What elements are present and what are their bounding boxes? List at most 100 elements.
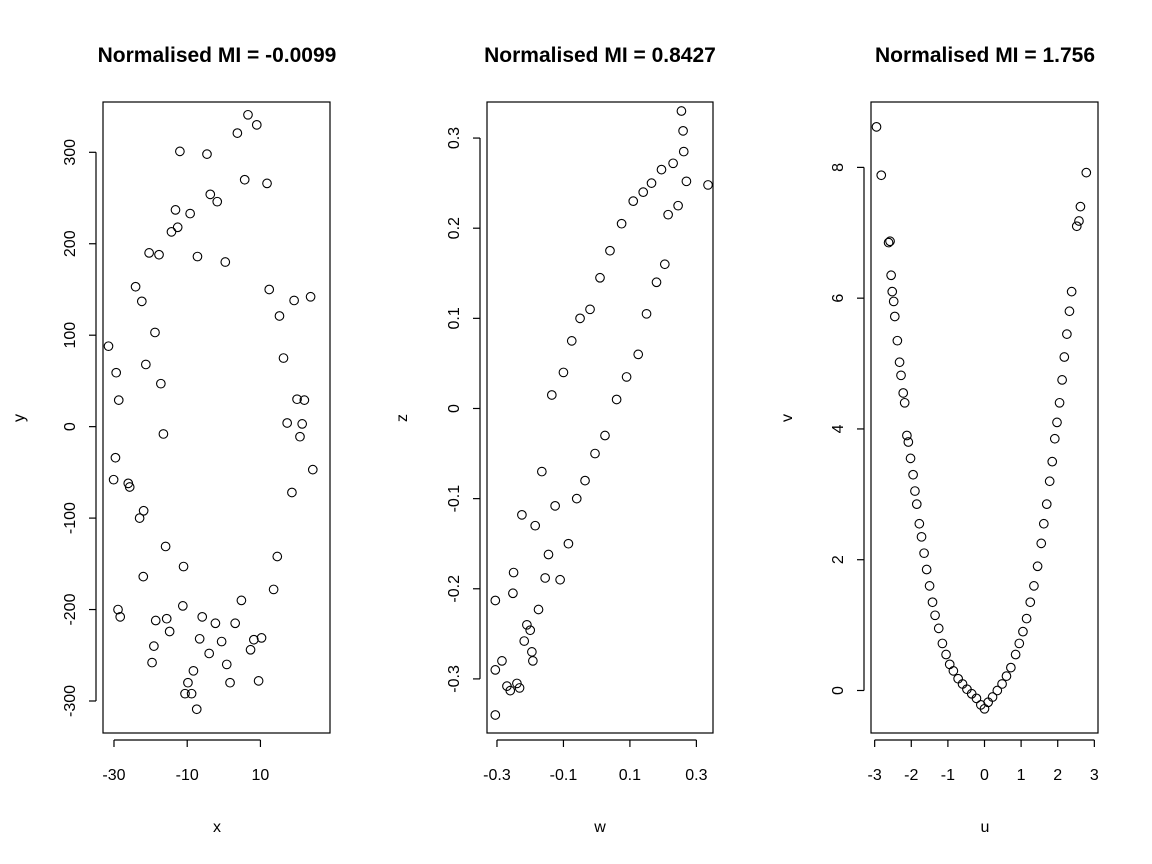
data-point [221,659,232,670]
data-point [919,548,929,559]
y-tick-label: 200 [62,230,79,257]
data-point [571,493,582,504]
data-point [876,170,887,181]
data-point [197,612,208,622]
y-tick-label: 8 [830,163,847,172]
y-tick-label: 4 [830,424,847,433]
data-point [111,367,122,378]
data-point [575,313,585,324]
data-point [983,697,994,708]
data-point [902,430,912,441]
data-point [264,284,275,295]
plot-title: Normalised MI = 1.756 [875,44,1095,67]
data-point [113,395,124,405]
plot-title: Normalised MI = 0.8427 [484,44,716,67]
x-tick-label: -10 [176,767,199,784]
data-point [517,510,527,520]
data-point [600,430,610,441]
data-point [188,665,199,676]
data-point [1075,201,1086,212]
data-point [633,349,644,360]
data-point [910,486,920,496]
data-point [490,665,501,675]
data-point [110,452,121,463]
data-point [930,610,940,621]
y-tick-label: -300 [62,685,79,717]
data-point [885,236,895,247]
data-point [1049,433,1060,444]
data-point [130,281,141,292]
data-point [138,505,149,516]
data-point [892,335,903,346]
x-tick-label: -30 [102,767,125,784]
data-point [528,656,538,666]
data-point [585,304,595,315]
data-point [307,464,318,475]
data-point [1059,352,1070,362]
data-point [676,106,687,116]
data-point [641,308,652,319]
data-point [1036,538,1047,549]
data-point [543,549,554,560]
data-point [563,538,574,549]
data-point [166,227,177,237]
x-tick-label: -2 [904,767,918,784]
data-point [508,567,519,578]
data-point [220,257,231,267]
data-point [1014,638,1025,649]
data-point [546,390,557,400]
data-point [558,367,569,378]
data-point [103,341,114,352]
data-point [144,248,154,258]
data-point [937,638,948,649]
y-tick-label: 2 [830,555,847,564]
data-point [933,623,944,634]
data-point [202,149,212,159]
data-point [289,295,299,306]
data-point [297,419,308,429]
y-axis-label: y [11,414,28,422]
data-point [905,453,916,464]
data-point [1062,329,1072,339]
data-point [274,311,285,321]
data-point [160,541,171,552]
data-point [971,693,982,704]
data-point [155,378,166,389]
x-tick-label: 2 [1053,767,1062,784]
data-point [282,418,293,428]
data-point [997,679,1007,689]
data-point [232,128,243,138]
data-point [108,474,119,485]
data-point [115,612,126,622]
x-tick-label: 0.3 [685,767,707,784]
data-point [212,196,223,207]
data-point [514,683,525,693]
data-point [944,659,955,670]
data-point [185,208,195,219]
y-tick-label: 0 [62,422,79,431]
data-point [962,684,972,695]
data-point [525,625,536,636]
data-point [256,633,267,643]
x-axis-label: u [981,819,990,836]
data-point [595,272,605,283]
data-point [896,370,906,381]
y-tick-label: -0.3 [446,665,463,693]
data-point [292,394,302,405]
data-point [1054,397,1065,408]
data-point [611,394,622,405]
data-point [908,469,918,480]
data-point [236,595,247,606]
data-point [871,121,882,132]
data-point [149,641,159,651]
x-tick-label: -0.1 [550,767,578,784]
data-point [251,120,262,130]
data-point [924,581,935,591]
data-point [659,259,670,270]
data-point [497,656,507,666]
data-point [1032,561,1043,572]
data-point [205,189,216,200]
data-point [192,251,203,262]
data-point [987,692,998,702]
